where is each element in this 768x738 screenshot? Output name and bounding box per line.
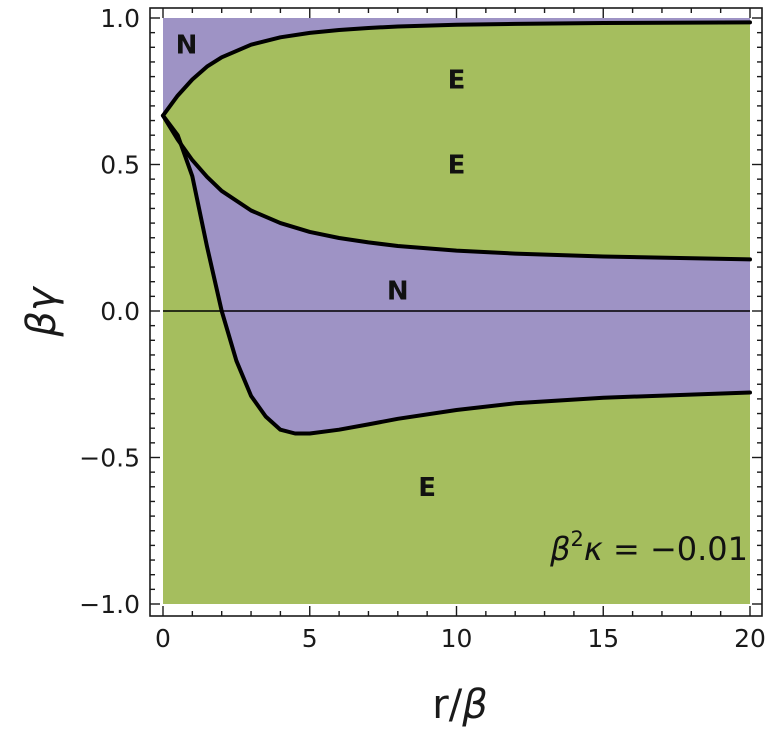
boundary-curves [161, 20, 752, 436]
curve-lower [161, 113, 752, 436]
x-tick-label: 20 [734, 624, 766, 653]
curve-upper [161, 20, 752, 118]
y-tick-label: 0.0 [100, 297, 140, 326]
x-tick-label: 5 [302, 624, 318, 653]
y-axis-title: βγ [19, 285, 65, 338]
region-e-upper [163, 22, 750, 260]
region-label-n: N [176, 30, 198, 60]
region-e-lower [163, 115, 750, 604]
x-tick-label: 10 [441, 624, 473, 653]
y-tick-label: 1.0 [100, 4, 140, 33]
axis-ticks [150, 8, 762, 616]
x-axis-title: r/β [432, 682, 487, 728]
region-label-e: E [418, 473, 436, 503]
region-label-e: E [448, 66, 466, 96]
region-label-e: E [448, 151, 466, 181]
x-tick-label: 0 [155, 624, 171, 653]
axis-tick-labels: 0 5 10 15 20 1.0 0.5 0.0 −0.5 −1.0 [79, 4, 766, 653]
x-tick-label: 15 [587, 624, 619, 653]
y-tick-label: −0.5 [79, 444, 140, 473]
y-tick-label: 0.5 [100, 151, 140, 180]
curve-middle [161, 113, 752, 262]
region-labels: N E E N E [176, 30, 466, 502]
region-label-n: N [387, 276, 409, 306]
y-tick-label: −1.0 [79, 590, 140, 619]
parameter-annotation: β2κ = −0.01 [549, 527, 748, 568]
